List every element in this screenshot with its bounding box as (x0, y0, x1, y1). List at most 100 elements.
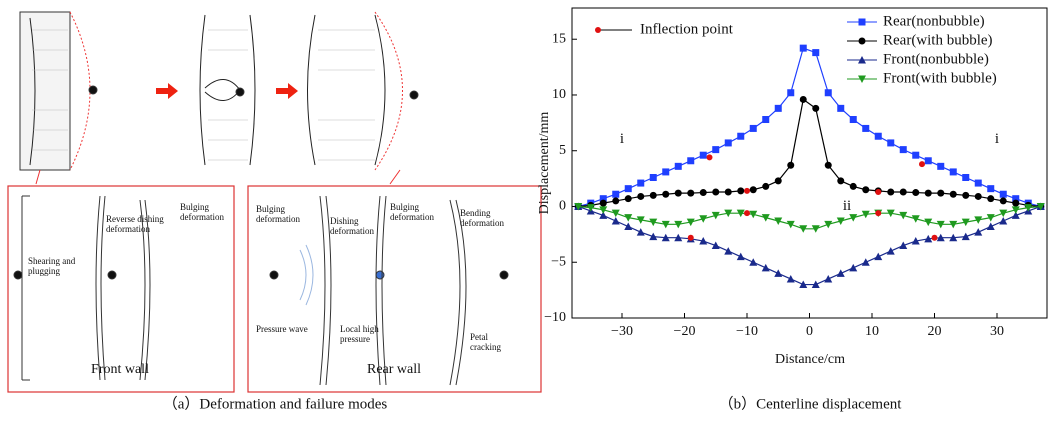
marker (737, 187, 745, 195)
marker (1036, 202, 1045, 211)
marker (711, 241, 720, 250)
marker (874, 132, 882, 140)
inflection-point (875, 188, 882, 195)
marker (961, 218, 970, 227)
marker (687, 189, 695, 197)
annotation: ii (843, 198, 851, 214)
marker (762, 116, 770, 124)
legend-label: Rear(nonbubble) (883, 13, 985, 29)
marker (649, 191, 657, 199)
marker (812, 49, 820, 57)
marker (786, 220, 795, 229)
x-tick-label: 20 (928, 324, 942, 339)
marker (886, 247, 895, 255)
marker (899, 188, 907, 196)
marker (774, 104, 782, 112)
marker (812, 104, 820, 112)
marker (974, 179, 982, 187)
marker (999, 190, 1007, 198)
marker (749, 210, 758, 219)
diagram-label: Bulging (180, 202, 210, 212)
marker (961, 232, 970, 241)
marker (649, 218, 658, 227)
marker (686, 218, 695, 227)
marker (674, 189, 682, 197)
y-tick-label: −5 (551, 254, 566, 269)
x-tick-label: 30 (990, 324, 1004, 339)
x-tick-label: 0 (806, 324, 813, 339)
marker (712, 146, 720, 154)
marker (924, 157, 932, 165)
marker (724, 209, 733, 218)
marker (612, 190, 620, 198)
marker (836, 217, 845, 225)
marker (824, 220, 833, 229)
diagram-label: deformation (256, 214, 300, 224)
marker (749, 258, 758, 266)
marker (824, 274, 833, 283)
marker (924, 189, 932, 197)
inflection-point (744, 210, 750, 217)
legend-label: Rear(with bubble) (883, 32, 993, 48)
panel-title: Front wall (91, 362, 149, 377)
marker (861, 210, 870, 219)
marker (637, 192, 645, 200)
marker (858, 18, 866, 26)
legend-label: Front(with bubble) (883, 70, 997, 86)
marker (699, 215, 708, 223)
marker (637, 179, 645, 187)
marker (924, 234, 933, 243)
marker (799, 225, 808, 233)
marker (649, 232, 658, 241)
marker (599, 195, 607, 203)
marker (999, 216, 1008, 225)
marker (987, 195, 995, 203)
diagram-label: Bulging (256, 204, 286, 214)
marker (699, 189, 707, 197)
diagram-label: cracking (470, 342, 501, 352)
legend-marker (595, 27, 601, 33)
marker (761, 263, 770, 272)
diagram-label: Dishing (330, 216, 359, 226)
diagram-label: plugging (28, 266, 61, 276)
marker (937, 162, 945, 170)
series-line (578, 205, 1041, 286)
x-tick-label: 10 (865, 324, 879, 339)
marker (749, 186, 757, 194)
marker (736, 209, 745, 218)
marker (636, 228, 645, 236)
diagram-label: deformation (180, 212, 224, 222)
caption: （b）Centerline displacement (719, 395, 903, 412)
diagram-label: Reverse dishing (106, 214, 164, 224)
diagram-label: deformation (330, 226, 374, 236)
marker (887, 139, 895, 147)
series-line (578, 98, 1041, 208)
marker (661, 233, 670, 242)
y-tick-label: 5 (559, 143, 566, 158)
marker (862, 124, 870, 132)
marker (611, 216, 620, 225)
marker (1012, 199, 1020, 207)
marker (986, 214, 995, 222)
marker (849, 116, 857, 124)
marker (837, 104, 845, 112)
marker (774, 177, 782, 185)
diagram-label: Local high (340, 324, 379, 334)
marker (999, 197, 1007, 205)
marker (711, 211, 720, 220)
annotation: i (620, 131, 624, 147)
marker (774, 269, 783, 277)
diagram-label: Bending (460, 208, 491, 218)
marker (612, 197, 620, 205)
marker (599, 206, 608, 214)
marker (661, 220, 670, 229)
marker (1012, 195, 1020, 203)
marker (899, 211, 908, 220)
x-axis-label: Distance/cm (775, 352, 845, 367)
panel-title: Rear wall (367, 362, 421, 377)
marker (824, 161, 832, 169)
sketches (7, 11, 542, 393)
diagram-label: Shearing and (28, 256, 76, 266)
inflection-point (931, 234, 938, 241)
